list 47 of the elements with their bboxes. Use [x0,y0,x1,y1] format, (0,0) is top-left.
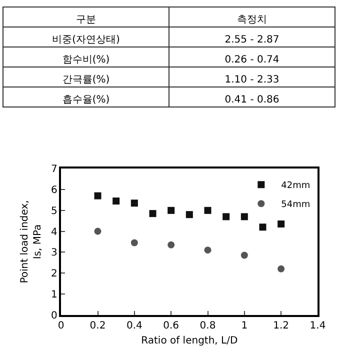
point [149,210,156,218]
x-tick-label: 0.4 [126,320,142,332]
text: 함수비(%) [62,54,110,66]
y-tick-label: 3 [50,248,58,259]
point [278,265,285,272]
text: 0.26 - 0.74 [224,54,280,66]
legend-label: 42mm [281,181,310,192]
y-tick-label: 1 [50,289,58,300]
y-tick-label: 4 [50,226,58,238]
text: 2.55 - 2.87 [224,34,280,46]
point [204,206,212,214]
x-tick-label: 0.8 [200,320,216,332]
point [112,198,120,205]
point [222,213,230,220]
point [240,213,248,220]
y-tick-label: 0 [50,310,58,322]
text: 구분 [76,14,96,26]
text: 흡수율(%) [62,94,110,106]
point [259,224,266,231]
text: 1.10 - 2.33 [224,74,280,86]
y-axis-title: Point load index, Is, MPa [19,200,44,284]
point [168,241,175,248]
point [130,200,138,207]
point [278,220,285,228]
point [204,246,212,254]
y-tick-label: 5 [50,206,58,217]
x-tick-label: 1.4 [310,320,326,332]
x-tick-label: 0.2 [90,320,106,332]
x-axis-title: Ratio of length, L/D [141,336,238,347]
point [168,206,175,214]
legend-label: 54mm [281,200,310,210]
text: 비중(자연상태) [52,34,120,46]
y-tick-label: 6 [50,185,58,196]
text: 측정치 [237,14,267,26]
x-tick-label: 1 [241,320,248,332]
point [94,192,102,200]
x-tick-label: 1.2 [273,320,290,332]
y-tick-label: 2 [50,268,58,280]
point [130,239,138,246]
point [240,252,248,259]
x-tick-label: 0.6 [163,320,180,332]
point [94,228,102,235]
x-tick-label: 0 [58,320,64,332]
text: 0.41 - 0.86 [224,94,280,106]
text: 간극률(%) [62,74,110,86]
point [186,211,193,218]
y-tick-label: 7 [50,164,58,176]
